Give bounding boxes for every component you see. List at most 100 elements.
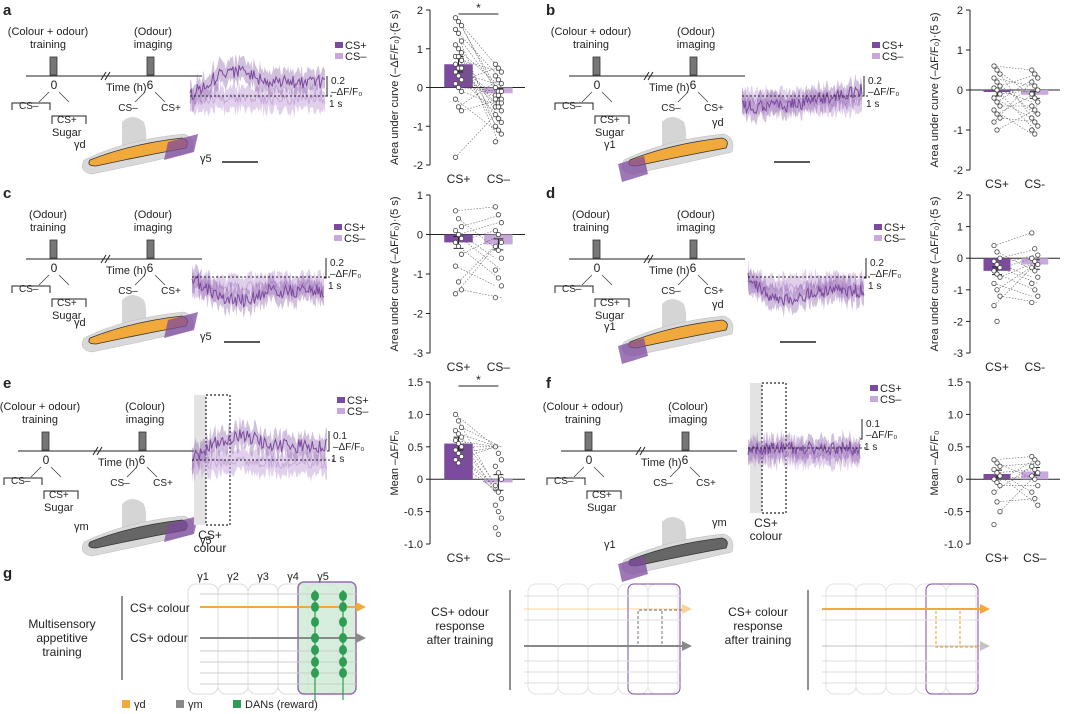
data-point-cs-minus [1035, 87, 1041, 93]
data-point-cs-plus [991, 258, 997, 264]
imaging-label: (Colour) imaging [668, 401, 708, 426]
time-label: Time (h) [106, 82, 147, 94]
legend-swatch-gm [176, 700, 184, 708]
data-point-cs-plus [452, 154, 459, 160]
cs-plus-bracket [594, 115, 630, 124]
test-cs-minus: CS– [661, 103, 681, 114]
g-right-title-line: response [733, 619, 783, 633]
data-point-cs-minus [495, 231, 501, 238]
cs-plus-mean-line [747, 439, 861, 457]
legend-cs-plus: CS+ [345, 40, 367, 52]
test-cs-minus: CS– [653, 478, 673, 489]
bar-chart-d: -3 -2 -1 0 1 2 CS+ CS- Area under curve (–ΔF/F₀)… [929, 190, 1060, 374]
data-point-cs-plus [452, 427, 459, 434]
data-point-cs-plus [994, 249, 1000, 255]
data-point-cs-plus [455, 73, 462, 79]
pair-line [993, 456, 1032, 461]
data-point-cs-minus [1029, 91, 1035, 97]
data-point-cs-plus [458, 38, 465, 44]
pair-line [993, 87, 1032, 103]
time-six: 6 [147, 261, 154, 275]
training-block [592, 239, 601, 259]
odour-arrowhead [980, 641, 990, 651]
gamma-label-1: γ1 [604, 539, 616, 551]
dan-synapse [339, 668, 347, 678]
train-cs-plus: CS+ [57, 115, 77, 126]
legend-cs-minus: CS– [344, 233, 366, 245]
pair-line [461, 25, 502, 104]
gamma-label-1: γ1 [604, 139, 616, 151]
data-point-cs-plus [458, 65, 465, 71]
pair-line [461, 91, 502, 108]
test-cs-minus: CS– [118, 103, 138, 114]
data-point-cs-minus [1035, 261, 1041, 268]
pair-line [458, 33, 499, 77]
data-point-cs-plus [452, 26, 459, 32]
axis-break [92, 446, 103, 456]
pair-line [993, 77, 1032, 87]
data-point-cs-minus [1029, 453, 1035, 460]
imaging-label-line: imaging [134, 222, 173, 234]
pair-line [461, 214, 502, 227]
data-point-cs-plus [997, 103, 1003, 109]
compartment-frame [587, 583, 619, 695]
data-point-cs-plus [458, 22, 465, 29]
dan-synapse [339, 617, 347, 627]
imaging-label: (Odour) imaging [134, 209, 173, 234]
data-point-cs-minus [1032, 287, 1038, 293]
data-point-cs-minus [1035, 470, 1041, 476]
training-label: (Colour + odour) training [8, 26, 88, 51]
branch-lines [573, 466, 701, 478]
time-zero: 0 [43, 453, 50, 467]
data-point-cs-plus [455, 231, 462, 238]
training-label: (Odour) training [29, 209, 67, 234]
data-point-cs-minus [1032, 71, 1038, 77]
training-block [49, 239, 58, 259]
legend-swatch-cs-minus [335, 53, 343, 59]
cs-plus-sem-band [192, 263, 324, 319]
axis-break [643, 71, 654, 81]
data-point-cs-minus [498, 88, 504, 94]
data-point-cs-minus [495, 275, 501, 281]
pair-line [455, 64, 496, 96]
pair-line [455, 206, 496, 212]
g-middle-title-line: CS+ odour [431, 605, 489, 619]
dan-synapse [311, 617, 319, 627]
data-point-cs-plus [991, 242, 997, 249]
data-point-cs-minus [1029, 265, 1035, 271]
training-label-line: (Colour + odour) [551, 26, 631, 38]
axis-break [100, 71, 111, 81]
data-point-cs-plus [452, 81, 459, 87]
data-point-cs-minus [498, 239, 504, 245]
pair-line [999, 248, 1038, 259]
legend-swatch-cs-minus [870, 396, 878, 402]
gamma-label-1: γm [74, 521, 89, 533]
pair-line [993, 81, 1033, 123]
pair-line [993, 109, 1032, 135]
dan-synapse [311, 602, 319, 612]
training-label: (Colour + odour) training [543, 401, 623, 426]
g-middle-title: CS+ odour response after training [427, 605, 494, 647]
data-point-cs-plus [452, 208, 459, 214]
y-tick-label: 0 [417, 474, 423, 486]
data-point-cs-minus [492, 204, 498, 210]
y-tick-label: -1 [953, 125, 963, 137]
pair-line [996, 89, 1036, 131]
pair-line [993, 469, 1032, 493]
data-point-cs-minus [492, 444, 498, 450]
data-point-cs-plus [994, 67, 1000, 73]
data-point-cs-plus [455, 104, 462, 110]
panel-letter: g [3, 565, 12, 582]
imaging-label-line: (Colour) [668, 401, 708, 413]
g-left-title: Multisensory appetitive training [28, 617, 95, 659]
g-middle-title-line: response [435, 619, 485, 633]
compartment-frame [945, 583, 977, 695]
cs-minus-bracket [554, 285, 594, 293]
training-label-line: training [573, 222, 609, 234]
y-tick-label: 2 [957, 5, 963, 17]
compartment-g5 [164, 312, 198, 338]
odour-to-colour-path [637, 609, 682, 644]
training-label-line: (Odour) [572, 209, 610, 221]
data-point-cs-minus [1029, 299, 1035, 306]
